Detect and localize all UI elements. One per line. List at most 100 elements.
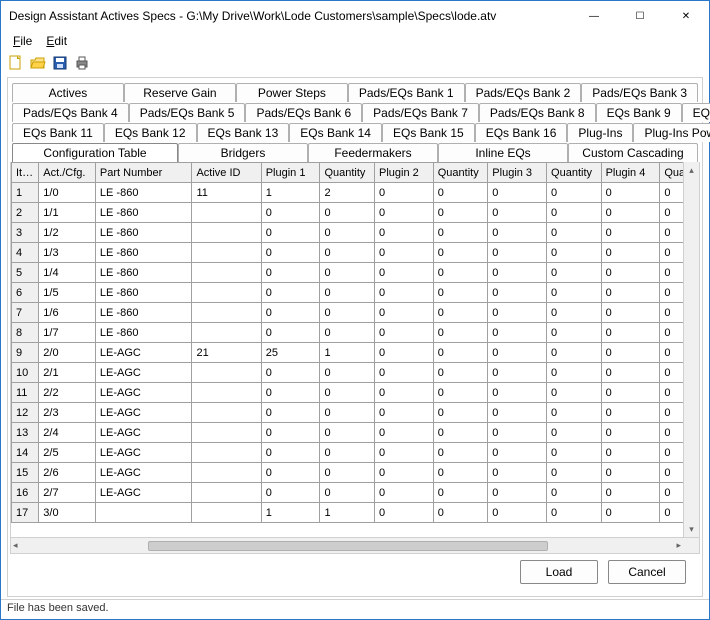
table-cell[interactable]: 0 bbox=[433, 263, 488, 283]
table-cell[interactable]: 0 bbox=[375, 303, 434, 323]
table-cell[interactable]: LE -860 bbox=[95, 183, 192, 203]
table-cell[interactable]: 0 bbox=[547, 423, 602, 443]
cancel-button[interactable]: Cancel bbox=[608, 560, 686, 584]
scroll-right-icon[interactable]: ▸ bbox=[676, 540, 681, 551]
table-cell[interactable]: 0 bbox=[320, 323, 375, 343]
table-cell[interactable]: 0 bbox=[375, 403, 434, 423]
table-cell[interactable]: 2/6 bbox=[39, 463, 96, 483]
table-cell[interactable]: LE-AGC bbox=[95, 383, 192, 403]
print-icon[interactable] bbox=[73, 54, 91, 72]
tab-pads-eqs-bank-4[interactable]: Pads/EQs Bank 4 bbox=[12, 103, 129, 122]
table-cell[interactable]: 3/0 bbox=[39, 503, 96, 523]
table-cell[interactable]: LE -860 bbox=[95, 223, 192, 243]
table-cell[interactable]: 0 bbox=[660, 243, 683, 263]
tab-inline-eqs[interactable]: Inline EQs bbox=[438, 143, 568, 162]
table-cell[interactable]: 0 bbox=[375, 343, 434, 363]
table-cell[interactable]: 0 bbox=[375, 243, 434, 263]
table-cell[interactable]: 0 bbox=[660, 423, 683, 443]
table-cell[interactable]: 0 bbox=[601, 183, 660, 203]
column-header[interactable]: Act./Cfg. bbox=[39, 163, 96, 183]
maximize-button[interactable]: ☐ bbox=[617, 1, 663, 31]
save-icon[interactable] bbox=[51, 54, 69, 72]
table-cell[interactable]: 0 bbox=[261, 203, 320, 223]
table-row[interactable]: 31/2LE -86000000000 bbox=[12, 223, 684, 243]
table-cell[interactable]: LE-AGC bbox=[95, 463, 192, 483]
column-header[interactable]: Active ID bbox=[192, 163, 261, 183]
table-cell[interactable]: 0 bbox=[375, 203, 434, 223]
table-cell[interactable]: LE-AGC bbox=[95, 423, 192, 443]
table-cell[interactable]: 0 bbox=[375, 283, 434, 303]
tab-plug-ins-powering[interactable]: Plug-Ins Powering bbox=[633, 123, 710, 142]
table-cell[interactable]: 0 bbox=[488, 183, 547, 203]
table-row[interactable]: 152/6LE-AGC00000000 bbox=[12, 463, 684, 483]
table-cell[interactable]: 0 bbox=[601, 263, 660, 283]
tab-eqs-bank-15[interactable]: EQs Bank 15 bbox=[382, 123, 475, 142]
scroll-thumb[interactable] bbox=[148, 541, 549, 551]
table-cell[interactable]: 0 bbox=[488, 323, 547, 343]
table-cell[interactable]: 0 bbox=[261, 483, 320, 503]
row-header[interactable]: 9 bbox=[12, 343, 39, 363]
table-cell[interactable]: 0 bbox=[601, 203, 660, 223]
tab-actives[interactable]: Actives bbox=[12, 83, 124, 102]
table-cell[interactable]: 0 bbox=[488, 483, 547, 503]
table-cell[interactable]: 0 bbox=[601, 443, 660, 463]
table-cell[interactable]: 0 bbox=[320, 423, 375, 443]
table-cell[interactable]: 2/4 bbox=[39, 423, 96, 443]
tab-pads-eqs-bank-2[interactable]: Pads/EQs Bank 2 bbox=[465, 83, 582, 102]
tab-eqs-bank-13[interactable]: EQs Bank 13 bbox=[197, 123, 290, 142]
table-cell[interactable]: 0 bbox=[320, 443, 375, 463]
title-bar[interactable]: Design Assistant Actives Specs - G:\My D… bbox=[1, 1, 709, 31]
table-cell[interactable]: 0 bbox=[320, 243, 375, 263]
table-cell[interactable]: 0 bbox=[547, 263, 602, 283]
table-cell[interactable]: 0 bbox=[320, 263, 375, 283]
table-cell[interactable]: 1/0 bbox=[39, 183, 96, 203]
table-row[interactable]: 81/7LE -86000000000 bbox=[12, 323, 684, 343]
table-cell[interactable]: 0 bbox=[547, 403, 602, 423]
table-cell[interactable]: 11 bbox=[192, 183, 261, 203]
menu-edit[interactable]: Edit bbox=[40, 32, 73, 50]
table-cell[interactable]: 0 bbox=[261, 263, 320, 283]
table-cell[interactable]: 0 bbox=[660, 483, 683, 503]
table-cell[interactable]: 0 bbox=[660, 343, 683, 363]
tab-eqs-bank-14[interactable]: EQs Bank 14 bbox=[289, 123, 382, 142]
table-cell[interactable]: LE-AGC bbox=[95, 343, 192, 363]
table-cell[interactable]: 1/3 bbox=[39, 243, 96, 263]
horizontal-scrollbar[interactable]: ◂ ▸ bbox=[11, 537, 699, 553]
table-cell[interactable]: 1 bbox=[261, 503, 320, 523]
table-cell[interactable] bbox=[192, 423, 261, 443]
tab-custom-cascading[interactable]: Custom Cascading bbox=[568, 143, 698, 162]
table-cell[interactable]: LE-AGC bbox=[95, 403, 192, 423]
column-header[interactable]: Plugin 2 bbox=[375, 163, 434, 183]
table-cell[interactable]: 0 bbox=[488, 503, 547, 523]
table-cell[interactable]: 0 bbox=[660, 383, 683, 403]
table-cell[interactable]: 0 bbox=[320, 203, 375, 223]
table-cell[interactable]: 1/6 bbox=[39, 303, 96, 323]
table-cell[interactable]: 0 bbox=[320, 403, 375, 423]
table-cell[interactable]: 0 bbox=[433, 303, 488, 323]
table-cell[interactable]: 0 bbox=[660, 363, 683, 383]
table-cell[interactable]: 0 bbox=[547, 243, 602, 263]
table-cell[interactable]: 0 bbox=[488, 383, 547, 403]
column-header[interactable]: Quantity bbox=[320, 163, 375, 183]
table-cell[interactable]: 2/2 bbox=[39, 383, 96, 403]
table-cell[interactable]: 0 bbox=[547, 463, 602, 483]
table-cell[interactable]: 1/5 bbox=[39, 283, 96, 303]
tab-pads-eqs-bank-6[interactable]: Pads/EQs Bank 6 bbox=[245, 103, 362, 122]
table-cell[interactable] bbox=[192, 263, 261, 283]
row-header[interactable]: 15 bbox=[12, 463, 39, 483]
table-cell[interactable]: 0 bbox=[488, 443, 547, 463]
table-row[interactable]: 112/2LE-AGC00000000 bbox=[12, 383, 684, 403]
tab-eqs-bank-10[interactable]: EQs Bank 10 bbox=[682, 103, 710, 122]
table-cell[interactable]: LE -860 bbox=[95, 263, 192, 283]
tab-plug-ins[interactable]: Plug-Ins bbox=[567, 123, 633, 142]
table-cell[interactable]: 0 bbox=[375, 383, 434, 403]
table-cell[interactable]: 0 bbox=[601, 503, 660, 523]
table-cell[interactable]: 1/2 bbox=[39, 223, 96, 243]
table-cell[interactable]: 0 bbox=[433, 183, 488, 203]
column-header[interactable]: Quantity bbox=[547, 163, 602, 183]
table-cell[interactable]: 0 bbox=[433, 403, 488, 423]
table-cell[interactable]: 1 bbox=[261, 183, 320, 203]
table-cell[interactable]: 0 bbox=[433, 223, 488, 243]
table-cell[interactable]: 0 bbox=[261, 463, 320, 483]
table-cell[interactable]: 0 bbox=[660, 183, 683, 203]
